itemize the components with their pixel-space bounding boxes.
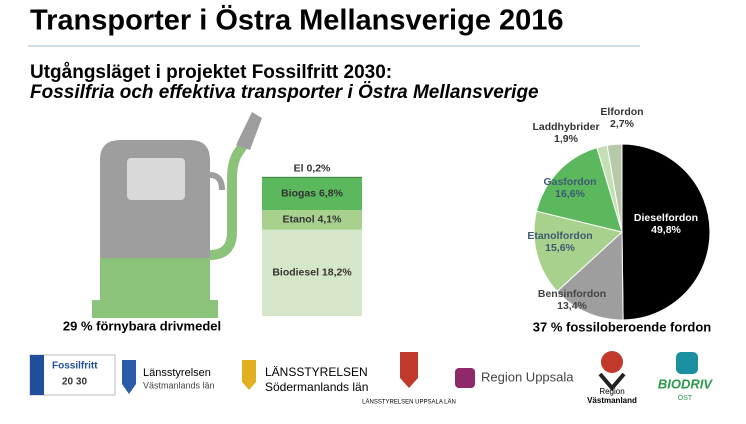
- slice-name: Etanolfordon: [527, 230, 592, 242]
- segment-label: Biogas 6,8%: [281, 188, 344, 200]
- slice-value: 15,6%: [545, 242, 575, 254]
- title: Transporter i Östra Mellansverige 2016: [30, 4, 564, 37]
- slice-name: Gasfordon: [543, 176, 596, 188]
- slice-name: Elfordon: [600, 106, 643, 118]
- logo-text: Västmanlands län: [143, 380, 215, 390]
- logo-text: 20 30: [62, 377, 87, 388]
- segment-label: El 0,2%: [294, 163, 331, 175]
- segment-label: Biodiesel 18,2%: [272, 267, 352, 279]
- logo-text: Fossilfritt: [52, 361, 98, 372]
- logo-text: Region: [599, 387, 624, 396]
- pie-slice: [533, 210, 624, 293]
- chart-caption: 29 % förnybara drivmedel: [63, 318, 221, 333]
- pie-slice: [606, 143, 623, 233]
- chart-caption: 37 % fossiloberoende fordon: [533, 319, 711, 334]
- logo-strip: Fossilfritt 20 30 Länsstyrelsen Västmanl…: [29, 351, 714, 406]
- pie-slice: [535, 147, 623, 233]
- bar-segment: [262, 210, 362, 230]
- slice-name: Laddhybrider: [532, 121, 599, 133]
- slice-value: 49,8%: [651, 224, 681, 236]
- logo-text: BIODRIV: [658, 376, 714, 391]
- bar-segment: [262, 176, 362, 178]
- logo-text: Region Uppsala: [481, 369, 574, 384]
- segment-label: Etanol 4,1%: [283, 214, 343, 226]
- logo-text: Länsstyrelsen: [143, 367, 211, 379]
- slice-name: Dieselfordon: [634, 212, 698, 224]
- subtitle: Utgångsläget i projektet Fossilfritt 203…: [30, 62, 392, 83]
- logo-text: ÖST: [678, 394, 693, 402]
- bar-segment: [262, 177, 362, 211]
- slice-name: Bensinfordon: [538, 288, 606, 300]
- slice-value: 16,6%: [555, 188, 585, 200]
- bar-segment: [262, 229, 362, 316]
- logo-text: Södermanlands län: [265, 380, 368, 394]
- logo-text: LÄNSSTYRELSEN: [265, 365, 368, 379]
- slice-value: 1,9%: [554, 133, 579, 145]
- pie-slice: [556, 230, 624, 321]
- logo-text: Västmanland: [587, 396, 637, 405]
- logo-text: LÄNSSTYRELSEN UPPSALA LÄN: [362, 399, 456, 406]
- slice-value: 2,7%: [610, 118, 635, 130]
- slice-value: 13,4%: [557, 300, 587, 312]
- subtitle2: Fossilfria och effektiva transporter i Ö…: [30, 82, 539, 103]
- fuel-pump-icon: [92, 112, 262, 318]
- pie-slice: [621, 143, 711, 321]
